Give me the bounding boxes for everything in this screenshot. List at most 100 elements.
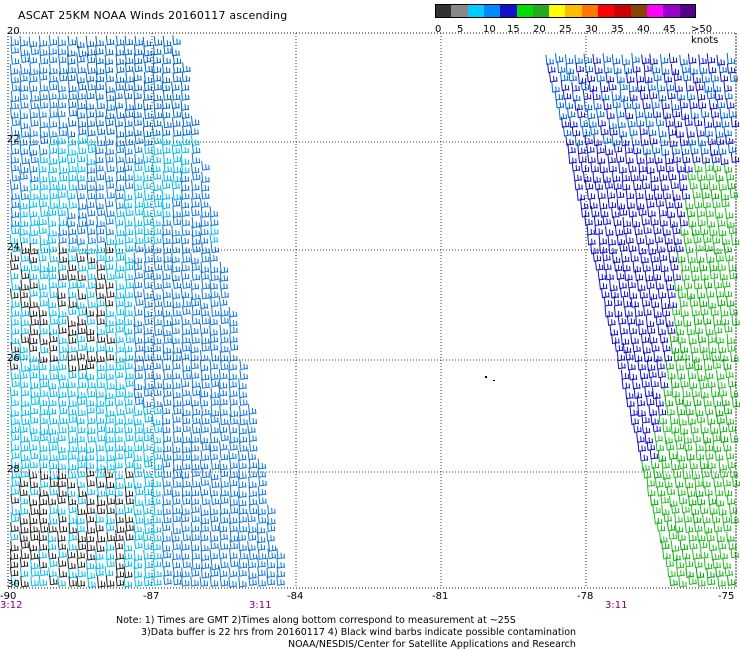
wind-barb [85,342,95,353]
wind-barb [66,477,76,489]
wind-barb [678,459,688,470]
wind-barb [644,71,653,84]
wind-barb [219,494,229,505]
colorbar-frame [435,4,696,18]
wind-barb [67,503,77,514]
wind-barb [28,540,38,552]
wind-barb [30,116,39,127]
wind-barb [644,432,654,444]
wind-barb [106,333,115,344]
wind-barb [28,440,37,451]
wind-barb [592,171,601,184]
wind-barb [653,188,663,200]
wind-barb [124,414,133,425]
wind-barb [715,333,724,344]
wind-barb [57,45,66,56]
wind-barb [152,341,161,353]
wind-barb [572,90,581,102]
wind-barb [115,288,125,299]
wind-barb [248,567,257,580]
wind-barb [633,351,643,363]
wind-barb [669,495,678,508]
wind-barb [635,233,645,245]
wind-barb [248,495,258,506]
wind-barb [115,549,124,560]
wind-barb [172,450,181,461]
wind-barb [49,369,58,380]
wind-barb [116,405,125,416]
wind-barb [153,278,162,290]
wind-barb [86,485,96,496]
wind-barb [730,547,739,559]
wind-barb [153,116,162,127]
wind-barb [200,476,209,487]
wind-barb [144,297,153,308]
wind-barb [57,315,67,325]
wind-barb [699,179,709,190]
wind-barb [86,540,95,552]
wind-barb [627,116,636,128]
wind-barb [163,161,172,173]
wind-barb [10,197,20,209]
wind-barb [144,557,153,569]
wind-barb [142,171,152,182]
wind-barb [124,126,133,138]
wind-barb [656,486,666,497]
wind-barb [57,206,66,217]
wind-barb [694,405,704,417]
wind-barb [58,414,68,425]
wind-barb [210,405,220,417]
wind-barb [716,295,726,307]
wind-barb [201,252,210,263]
wind-barb [615,153,625,163]
wind-barb [700,387,709,399]
wind-barb [673,315,683,327]
wind-barb [229,350,238,362]
wind-barb [726,531,735,543]
wind-barb [38,62,48,74]
wind-barb [634,224,643,236]
wind-barb [238,440,248,452]
wind-barb [19,377,29,389]
wind-barb [96,314,105,326]
wind-barb [622,260,631,272]
wind-barb [646,441,656,451]
wind-barb [641,54,650,65]
wind-barb [171,261,181,273]
wind-barb [646,359,656,372]
wind-barb [161,63,171,74]
wind-barb [123,503,133,514]
wind-barb [163,117,172,129]
wind-barb [685,567,694,578]
east-swath-barbs [545,52,740,588]
wind-barb [632,342,641,353]
wind-barb [47,297,57,309]
wind-barb [706,567,715,579]
wind-barb [163,44,172,55]
wind-barb [667,126,677,137]
wind-barb [657,450,667,463]
wind-barb [729,432,739,443]
wind-barb [10,324,20,335]
wind-barb [77,134,87,145]
wind-barb [67,450,76,461]
wind-barb [687,216,697,228]
wind-barb [134,198,144,209]
wind-barb [162,216,172,227]
wind-barb [670,503,680,514]
wind-barb [77,486,87,498]
wind-barb [76,252,85,263]
wind-barb [58,567,68,578]
wind-barb [228,449,237,460]
wind-barb [49,180,58,191]
wind-barb [247,404,257,415]
wind-barb [209,332,219,343]
wind-barb [191,189,201,200]
wind-barb [77,288,87,300]
wind-barb [124,179,134,190]
wind-barb [11,377,20,388]
wind-barb [68,513,77,525]
wind-barb [105,108,115,120]
wind-barb [57,504,66,516]
wind-barb [39,296,48,307]
